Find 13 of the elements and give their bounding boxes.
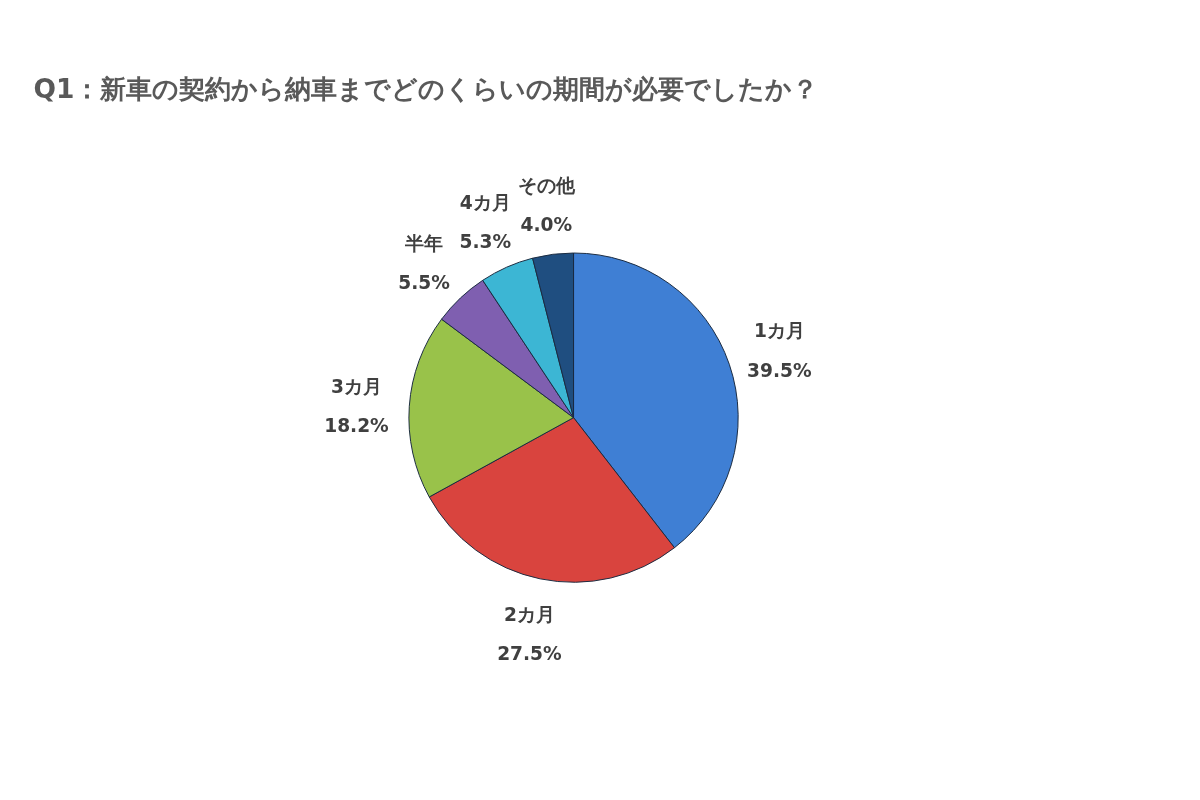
slice-label: 4カ月 <box>459 192 511 213</box>
data-label: 39.5% <box>747 359 812 381</box>
slice-label: その他 <box>517 175 576 196</box>
slice-label: 3カ月 <box>331 375 382 397</box>
data-label: 27.5% <box>497 643 563 665</box>
data-label: 5.5% <box>398 271 451 293</box>
chart-title: Q1：新車の契約から納車までどのくらいの期間が必要でしたか？ <box>33 73 819 105</box>
slice-label: 半年 <box>404 232 444 254</box>
data-label: 4.0% <box>520 214 573 236</box>
slice-label: 1カ月 <box>753 320 805 342</box>
data-label: 5.3% <box>459 231 512 253</box>
slice-label: 2カ月 <box>503 603 555 625</box>
data-label: 18.2% <box>324 415 390 437</box>
